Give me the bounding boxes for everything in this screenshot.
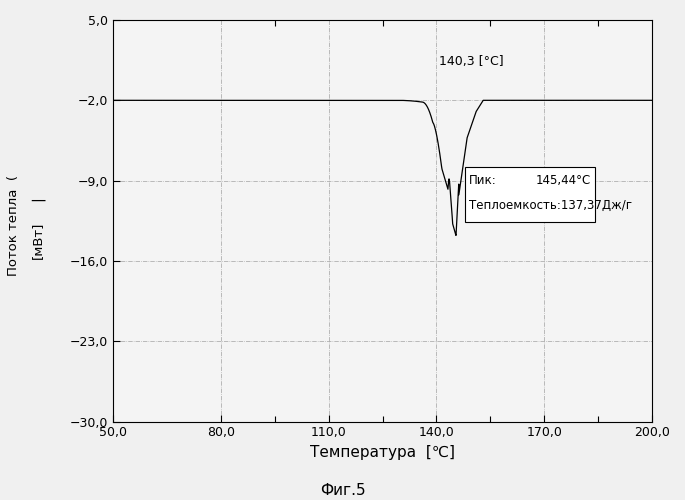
Text: 140,3 [°C]: 140,3 [°C]	[439, 55, 504, 68]
Text: 145,44°C: 145,44°C	[536, 174, 591, 186]
X-axis label: Температура  [℃]: Температура [℃]	[310, 445, 455, 460]
Text: —: —	[30, 192, 45, 208]
FancyBboxPatch shape	[465, 167, 595, 222]
Text: [мВт]: [мВт]	[32, 222, 44, 258]
Text: Поток тепла  (: Поток тепла (	[8, 174, 20, 276]
Text: Фиг.5: Фиг.5	[320, 483, 365, 498]
Text: Теплоемкость:137,37Дж/г: Теплоемкость:137,37Дж/г	[469, 199, 632, 212]
Text: Пик:: Пик:	[469, 174, 497, 186]
